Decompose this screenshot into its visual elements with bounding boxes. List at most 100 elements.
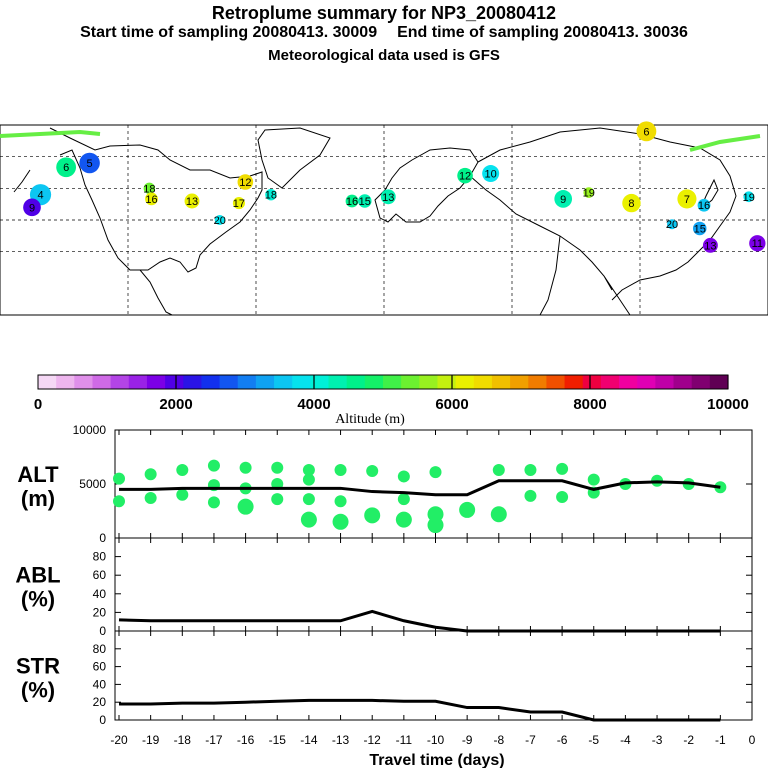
altitude-point (271, 461, 284, 474)
colorbar-tick-label: 2000 (159, 396, 192, 413)
x-tick-label: -20 (110, 733, 128, 747)
plume-marker (214, 215, 225, 225)
colorbar-cell (528, 375, 548, 389)
plume-marker (184, 193, 200, 209)
plume-day-label: 5 (87, 158, 93, 170)
x-tick-label: -10 (427, 733, 445, 747)
panel-label: ABL (15, 563, 60, 588)
colorbar-cell (364, 375, 384, 389)
plume-marker (743, 191, 755, 203)
x-tick-label: -16 (237, 733, 255, 747)
altitude-point (207, 496, 220, 509)
plume-marker (677, 189, 697, 209)
x-tick-label: -13 (332, 733, 350, 747)
plume-day-label: 13 (382, 192, 394, 204)
altitude-point (144, 492, 157, 505)
plume-day-label: 11 (752, 238, 763, 250)
plume-marker (358, 194, 372, 208)
x-tick-label: -3 (652, 733, 663, 747)
plume-marker (345, 194, 359, 208)
colorbar-ticks: 0 2000 4000 6000 8000 10000 (34, 375, 749, 413)
colorbar-cell (328, 375, 348, 389)
colorbar-cell (691, 375, 711, 389)
plume-day-label: 7 (684, 194, 690, 206)
y-tick-label: 60 (93, 660, 107, 674)
panel-label: ALT (17, 462, 59, 487)
colorbar-cell (455, 375, 475, 389)
colorbar-cell (564, 375, 584, 389)
x-tick-label: -1 (715, 733, 726, 747)
altitude-point (397, 470, 410, 483)
coast-north-america (13, 127, 263, 316)
x-tick-label: -12 (364, 733, 382, 747)
altitude-colorbar: 0 2000 4000 6000 8000 10000 Altitude (m) (34, 374, 749, 427)
x-tick-label: -15 (269, 733, 287, 747)
plume-day-label: 16 (145, 194, 157, 206)
y-tick-label: 20 (93, 605, 107, 619)
plume-day-label: 8 (628, 198, 634, 210)
series-line (119, 698, 721, 722)
plume-day-label: 16 (698, 200, 710, 212)
plume-marker (143, 182, 156, 195)
x-tick-label: -9 (462, 733, 473, 747)
plume-marker (79, 152, 100, 174)
altitude-point (271, 493, 284, 506)
panel-unit: (m) (21, 486, 55, 511)
altitude-point (397, 493, 410, 506)
panel-frame (114, 630, 753, 721)
plume-day-label: 19 (583, 188, 595, 200)
colorbar-cell (510, 375, 529, 389)
plume-markers (0, 121, 766, 253)
colorbar-cell (619, 375, 638, 389)
colorbar-cell (709, 375, 729, 389)
plume-marker (482, 165, 500, 183)
altitude-point (334, 463, 347, 476)
colorbar-cells (38, 375, 729, 389)
plume-day-label: 15 (694, 223, 706, 235)
panel-label: STR (16, 654, 60, 679)
colorbar-cell (473, 375, 493, 389)
y-tick-label: 20 (93, 695, 107, 709)
colorbar-cell (165, 375, 184, 389)
panel-frame (114, 537, 753, 632)
map-coastlines (13, 127, 737, 316)
coast-japan (699, 178, 719, 211)
x-tick-label: -11 (396, 733, 413, 747)
series-line (118, 609, 721, 633)
panel-str: 0 20 40 60 80 STR(%) (16, 630, 753, 727)
series-line (119, 479, 721, 497)
plume-day-label: 13 (186, 196, 198, 208)
altitude-point (556, 490, 569, 503)
time-series-panels: 0500010000ALT(m)020406080ABL(%)020406080… (15, 423, 755, 768)
plume-day-label: 10 (485, 169, 497, 181)
colorbar-cell (419, 375, 439, 389)
y-tick-label: 60 (93, 568, 107, 582)
panel-unit: (%) (21, 678, 55, 703)
colorbar-cell (110, 375, 130, 389)
plume-streak (0, 129, 101, 138)
plume-day-label: 17 (233, 198, 245, 210)
colorbar-cell (183, 375, 203, 389)
coast-asia (469, 127, 737, 316)
x-axis-title: Travel time (days) (369, 752, 504, 768)
altitude-point (364, 507, 381, 524)
plume-marker (56, 157, 77, 178)
panel-abl: 0 20 40 60 80 ABL(%) (15, 537, 753, 638)
plume-marker (667, 219, 677, 230)
colorbar-cell (600, 375, 620, 389)
start-time-label: Start time of sampling 20080413. 30009 (80, 24, 378, 41)
plume-marker (692, 221, 707, 236)
colorbar-tick-label: 10000 (707, 396, 749, 413)
y-tick-label: 40 (93, 677, 107, 691)
plume-day-label: 16 (346, 196, 358, 208)
plume-marker (457, 167, 473, 184)
colorbar-cell (637, 375, 656, 389)
y-tick-label: 0 (99, 624, 106, 638)
coast-greenland (257, 127, 331, 189)
x-tick-label: -18 (174, 733, 192, 747)
y-tick-label: 0 (99, 531, 106, 545)
plume-day-label: 15 (359, 196, 371, 208)
colorbar-frame (37, 374, 729, 390)
